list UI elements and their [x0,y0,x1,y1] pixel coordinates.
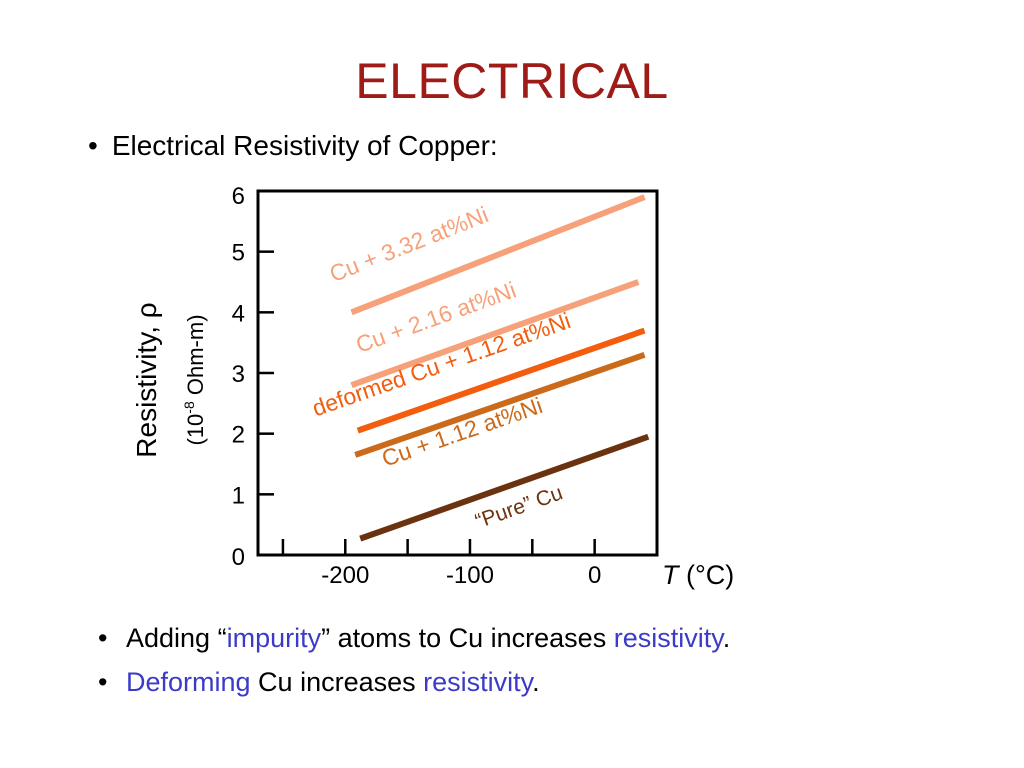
bullet-dot: • [88,130,98,161]
highlighted-term: resistivity [423,667,533,697]
series-line [356,327,646,434]
bullet-text: Adding “ [126,623,227,653]
summary-bullets: • Adding “impurity” atoms to Cu increases… [98,618,730,706]
bullet-resistivity-heading: • Electrical Resistivity of Copper: [88,130,498,162]
x-tick-label: -100 [446,562,494,589]
bullet-dot: • [98,667,108,697]
y-axis-label: Resistivity, ρ (10-8 Ohm-m) [131,302,208,457]
y-tick-label: 1 [232,482,245,509]
x-tick-label: 0 [588,562,601,589]
highlighted-term: impurity [226,623,322,653]
slide-title: ELECTRICAL [355,53,669,109]
y-axis-title: Resistivity, ρ [131,302,162,457]
series-line [350,194,646,316]
y-tick-label: 4 [232,300,245,327]
x-axis-label: T (°C) [662,560,734,590]
bullet-text: ” atoms to Cu increases [321,623,614,653]
x-tick-label: -200 [321,562,369,589]
summary-bullet-1: • Adding “impurity” atoms to Cu increases… [98,618,730,662]
y-tick-label: 6 [232,183,245,210]
highlighted-term: Deforming [126,667,251,697]
series-line [354,351,646,458]
bullet-dot: • [98,623,108,653]
series-label: Cu + 1.12 at%Ni [378,392,545,472]
y-axis-unit: (10-8 Ohm-m) [181,314,208,445]
bullet-text: . [722,623,731,653]
series-line [359,433,650,542]
y-axis-ticks: 0 1 2 3 4 5 6 [232,183,274,571]
y-tick-label: 2 [232,422,245,449]
x-axis-title: T (°C) [662,560,734,590]
series-lines [350,194,650,542]
series-line [350,279,640,388]
y-tick-label: 5 [232,240,245,267]
x-axis-ticks: -200 -100 0 [281,539,659,589]
bullet-text: . [532,667,540,697]
bullet-text: Cu increases [250,667,424,697]
series-label: “Pure” Cu [472,481,565,533]
y-tick-label: 3 [232,361,245,388]
y-tick-label: 0 [232,544,245,571]
bullet-text: Electrical Resistivity of Copper: [111,130,498,161]
series-label: Cu + 3.32 at%Ni [326,201,492,287]
highlighted-term: resistivity [613,623,723,653]
summary-bullet-2: • Deforming Cu increases resistivity. [98,662,730,706]
